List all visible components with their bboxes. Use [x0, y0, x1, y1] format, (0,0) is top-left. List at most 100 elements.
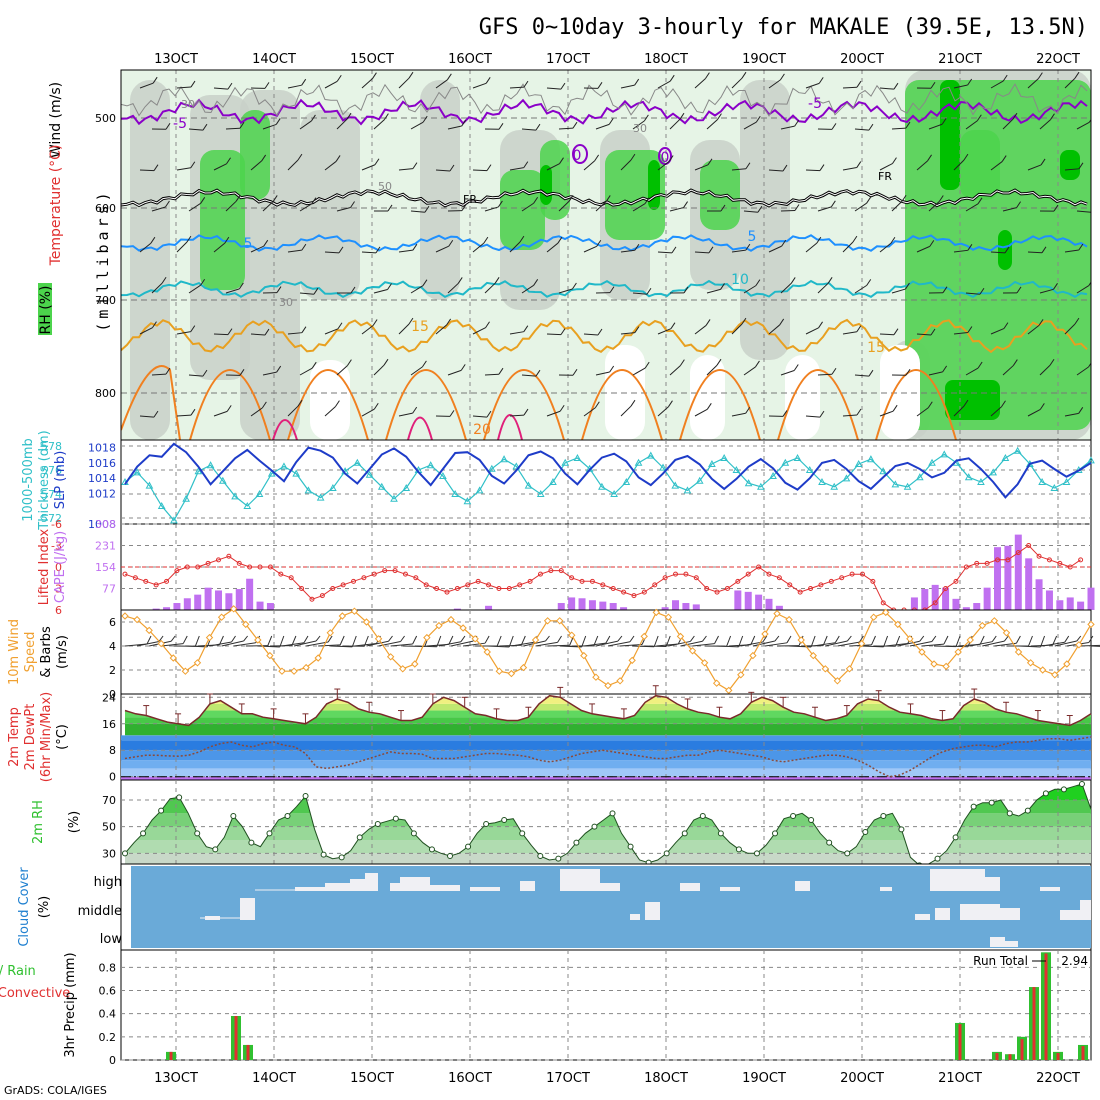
- wind-speed-point: [616, 677, 624, 685]
- wind-barb: [472, 415, 487, 418]
- li-point: [226, 553, 232, 559]
- wind-barb-flag: [901, 194, 907, 202]
- precip-conv-bar: [1008, 1054, 1012, 1060]
- wind10-barb-flag: [581, 635, 587, 648]
- li-point: [828, 578, 834, 584]
- rh-point: [374, 821, 381, 827]
- wind10-barb: [813, 642, 836, 647]
- li-point: [330, 586, 336, 591]
- contour-label: 5: [244, 236, 253, 252]
- y-tick-label: 500: [95, 112, 116, 125]
- wind-barb-flag: [892, 157, 897, 164]
- wind-barb: [1002, 207, 1017, 212]
- wind-barb: [336, 206, 351, 212]
- wind-barb: [990, 80, 1004, 89]
- high-cloud-bar: [350, 879, 365, 891]
- wind-barb: [620, 159, 632, 171]
- wind10-barb-flag: [991, 635, 997, 642]
- wind10-barb-flag: [979, 635, 985, 645]
- rh-point: [122, 850, 128, 857]
- wind-barb-flag: [190, 408, 196, 416]
- grads-credit: GrADS: COLA/IGES: [4, 1084, 107, 1097]
- cape-bar: [225, 593, 233, 610]
- wind-ylabel: 10m Wind Speed & Barbs (m/s): [7, 619, 70, 685]
- wind-barb-flag: [741, 317, 747, 325]
- thickness-point: [536, 489, 545, 497]
- cape-bar: [765, 598, 773, 610]
- wind10-barb-flag: [702, 635, 707, 642]
- rh-point: [501, 817, 508, 823]
- wind-barb-flag: [942, 365, 948, 373]
- wind-speed-point: [978, 621, 987, 630]
- wind-barb-flag: [449, 410, 455, 417]
- top-axis-tick-label: 21OCT: [938, 52, 982, 67]
- precip-conv-bar: [1081, 1046, 1085, 1060]
- rh-point: [284, 813, 291, 819]
- thickness-point: [1013, 446, 1022, 454]
- wind10-barb: [1090, 645, 1100, 647]
- wind-barb: [928, 123, 943, 130]
- cape-bar: [973, 603, 981, 610]
- thickness-point: [573, 453, 582, 461]
- wind10-barb-flag: [1028, 635, 1033, 647]
- wind-barb-flag: [412, 162, 418, 169]
- wind-barb: [854, 374, 869, 377]
- millibars-label: (millibars): [94, 188, 112, 331]
- wind-speed-point: [181, 667, 190, 675]
- temp-ylabel: 2m Temp 2m DewPt (6hr Min/Max) (°C): [7, 692, 70, 782]
- mid-cloud-bar: [1080, 900, 1091, 920]
- rh-saturated-core: [648, 160, 660, 210]
- wind10-barb: [692, 643, 715, 647]
- wind10-barb: [668, 640, 691, 647]
- li-point: [766, 571, 772, 577]
- wind-speed-point: [882, 608, 890, 617]
- wind-barb-flag: [852, 235, 858, 243]
- rh-saturated-core: [998, 230, 1012, 270]
- contour-labels: -5 -5 0 0 FR FR 5 5 10 15 15 20 30 30 30 50: [173, 96, 892, 438]
- wind-barb: [657, 406, 669, 417]
- wind-barb: [879, 333, 895, 336]
- wind-barb-flag: [963, 153, 969, 161]
- wind-speed-point: [592, 673, 600, 681]
- wind-barb: [743, 121, 757, 130]
- wind-speed-point: [942, 662, 950, 671]
- wind-barb: [299, 203, 313, 212]
- cape-bar: [661, 607, 669, 610]
- li-point: [808, 586, 814, 591]
- cape-bar: [194, 594, 202, 610]
- cape-bar: [983, 587, 991, 610]
- li-point: [756, 564, 762, 570]
- contour-0-loop: [572, 144, 588, 164]
- li-point: [995, 557, 1001, 563]
- li-point: [932, 600, 938, 606]
- rh-point: [790, 813, 797, 819]
- y-tick-label: 30: [102, 847, 116, 860]
- precip-conv-bar: [995, 1053, 999, 1060]
- wind-barb-flag: [679, 112, 685, 120]
- rh-point: [970, 803, 977, 810]
- wind-speed-point: [507, 669, 516, 678]
- bottom-axis-tick-label: 13OCT: [154, 1071, 198, 1086]
- cape-bar: [578, 598, 586, 610]
- wind-barb: [595, 201, 607, 212]
- wind-barb-flag: [523, 161, 529, 168]
- wind10-barb: [825, 640, 848, 647]
- wind-barb: [916, 245, 931, 253]
- cape-bar: [994, 547, 1002, 610]
- wind10-barb: [1018, 645, 1041, 648]
- rh-point: [772, 830, 779, 837]
- wind-barb: [1064, 412, 1079, 417]
- wind-barb: [299, 120, 312, 130]
- wind-barb-flag: [264, 328, 270, 336]
- wind-barb-flag: [446, 73, 452, 81]
- bottom-axis-tick-label: 22OCT: [1036, 1071, 1080, 1086]
- rh-point: [248, 839, 255, 846]
- cape-bar: [183, 598, 191, 610]
- high-cloud-bar: [795, 881, 810, 891]
- wind-barb: [361, 78, 373, 89]
- li-point: [1036, 553, 1042, 559]
- wind-barb: [669, 365, 681, 376]
- wind-barb: [583, 245, 597, 253]
- wind-barb: [435, 324, 447, 335]
